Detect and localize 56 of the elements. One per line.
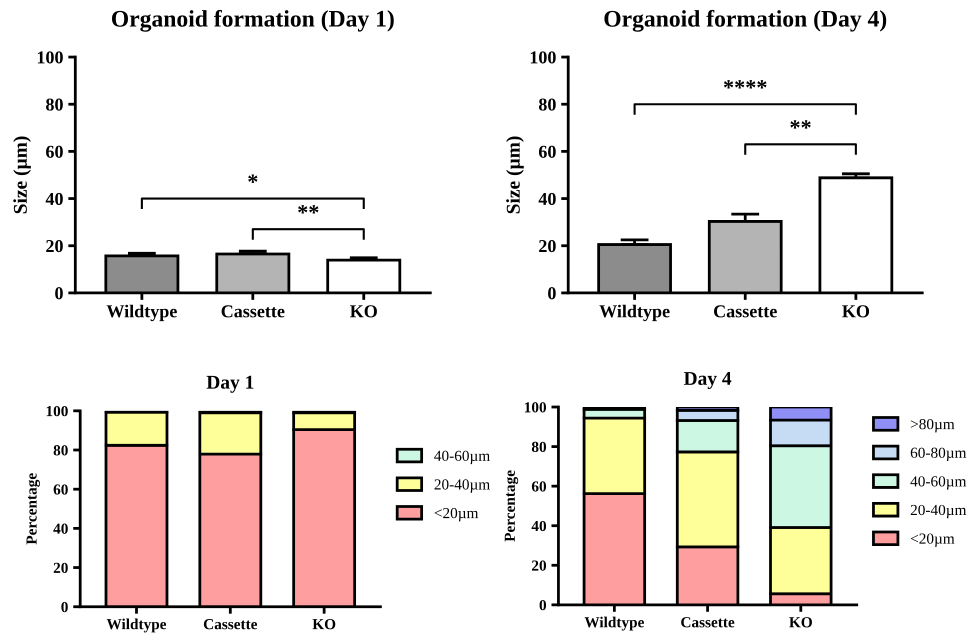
annotation: ** — [298, 205, 318, 214]
y-tick-label: 0 — [548, 287, 556, 300]
x-tick-label: Wildtype — [106, 304, 177, 322]
y-tick-label: 0 — [55, 287, 63, 300]
x-tick-label: Wildtype — [106, 618, 166, 632]
y-tick-label: 100 — [38, 51, 63, 64]
y-tick-label: 40 — [53, 524, 68, 534]
y-tick-label: 80 — [532, 442, 546, 452]
chart-title: Day 1 — [206, 376, 254, 393]
annotation: * — [248, 174, 258, 183]
x-tick-label: KO — [312, 619, 336, 630]
y-tick-label: 0 — [61, 602, 68, 612]
legend-label: >80µm — [910, 418, 954, 432]
y-tick-label: 100 — [524, 402, 546, 412]
y-tick-label: 100 — [530, 51, 556, 64]
x-tick-label: KO — [350, 305, 377, 318]
x-tick-label: KO — [789, 617, 812, 628]
y-tick-label: 20 — [46, 240, 63, 252]
y-tick-label: 20 — [54, 562, 68, 574]
y-tick-label: 60 — [532, 481, 546, 492]
y-axis-title: Percentage — [504, 470, 518, 542]
annotation: **** — [724, 80, 767, 88]
y-tick-label: 80 — [54, 445, 68, 456]
annotation: ** — [790, 120, 811, 129]
y-axis-title: Size (µm) — [506, 136, 524, 214]
y-tick-label: 100 — [46, 406, 68, 416]
chart-title: Organoid formation (Day 4) — [604, 10, 886, 32]
x-tick-label: Wildtype — [599, 304, 670, 322]
y-tick-label: 0 — [540, 600, 546, 610]
y-tick-label: 20 — [539, 240, 556, 252]
chart-title: Organoid formation (Day 1) — [112, 10, 394, 32]
y-axis-title: Percentage — [26, 473, 40, 544]
y-tick-label: 40 — [46, 192, 63, 206]
x-tick-label: Cassette — [204, 619, 258, 630]
y-tick-label: 60 — [54, 484, 68, 495]
y-tick-label: 60 — [538, 146, 556, 158]
legend-label: 60-80µm — [910, 448, 966, 462]
y-tick-label: 80 — [46, 98, 63, 111]
legend-label: 40-60µm — [434, 450, 490, 464]
legend-label: 20-40µm — [434, 479, 490, 493]
y-tick-label: 20 — [532, 560, 546, 571]
x-tick-label: Cassette — [681, 617, 734, 628]
legend-label: <20µm — [434, 508, 478, 522]
y-axis-title: Size (µm) — [13, 136, 31, 214]
x-tick-label: KO — [842, 305, 870, 318]
legend-label: <20µm — [910, 533, 954, 547]
x-tick-label: Cassette — [222, 305, 284, 318]
y-tick-label: 80 — [538, 98, 556, 111]
y-tick-label: 60 — [46, 146, 63, 158]
x-tick-label: Cassette — [714, 305, 777, 318]
y-tick-label: 40 — [538, 192, 556, 206]
legend-label: 20-40µm — [910, 504, 966, 518]
x-tick-label: Wildtype — [584, 616, 644, 631]
y-tick-label: 40 — [532, 520, 546, 532]
chart-title: Day 4 — [684, 372, 732, 389]
legend-label: 40-60µm — [910, 476, 966, 490]
